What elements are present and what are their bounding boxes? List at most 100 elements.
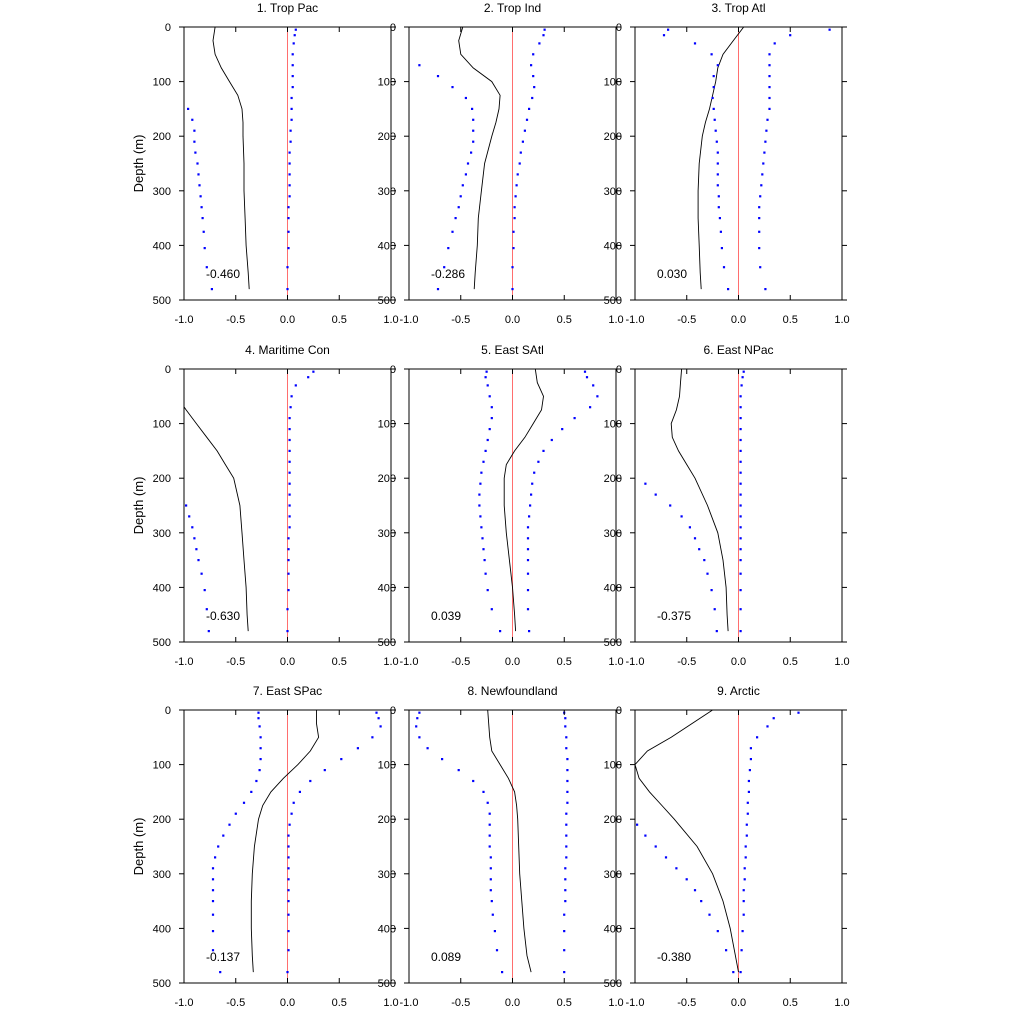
upper-bound-dot xyxy=(739,395,742,398)
lower-bound-dot xyxy=(493,930,496,933)
lower-bound-dot xyxy=(700,900,703,903)
upper-bound-dot xyxy=(745,834,748,837)
upper-bound-dot xyxy=(589,406,592,409)
x-tick-label: 0.0 xyxy=(731,314,746,326)
lower-bound-dot xyxy=(486,589,489,592)
lower-bound-dot xyxy=(710,589,713,592)
upper-bound-dot xyxy=(290,812,293,815)
y-tick-label: 0 xyxy=(616,705,622,717)
lower-bound-dot xyxy=(712,107,715,110)
upper-bound-dot xyxy=(564,867,567,870)
lower-bound-dot xyxy=(486,438,489,442)
lower-bound-dot xyxy=(491,913,494,916)
lower-bound-dot xyxy=(624,384,626,386)
upper-bound-dot xyxy=(740,384,743,387)
lower-bound-dot xyxy=(211,878,215,881)
upper-bound-dot xyxy=(758,217,761,220)
lower-bound-dot xyxy=(479,515,482,518)
upper-bound-dot xyxy=(289,129,292,132)
lower-bound-dot xyxy=(490,417,493,420)
lower-bound-dot xyxy=(173,472,175,474)
lower-bound-dot xyxy=(489,878,492,881)
lower-bound-dot xyxy=(193,140,196,143)
y-tick-label: 500 xyxy=(604,978,622,990)
upper-bound-dot xyxy=(768,75,771,78)
upper-bound-dot xyxy=(537,460,540,463)
y-tick-label: 0 xyxy=(616,364,622,376)
lower-bound-dot xyxy=(196,162,199,165)
plot-area xyxy=(662,27,831,300)
upper-bound-dot xyxy=(585,376,589,379)
lower-bound-dot xyxy=(173,395,175,397)
upper-bound-dot xyxy=(564,900,567,903)
upper-bound-dot xyxy=(292,801,295,804)
lower-bound-dot xyxy=(488,812,491,815)
upper-bound-dot xyxy=(514,195,517,198)
lower-bound-dot xyxy=(436,288,440,291)
upper-bound-dot xyxy=(768,86,771,89)
lower-bound-dot xyxy=(478,504,481,507)
correlation-value: -0.630 xyxy=(206,609,240,623)
lower-bound-dot xyxy=(732,971,735,974)
upper-bound-dot xyxy=(287,949,290,952)
x-tick-label: 1.0 xyxy=(834,314,849,326)
upper-bound-dot xyxy=(550,438,553,442)
upper-bound-dot xyxy=(526,608,530,611)
lower-bound-dot xyxy=(499,630,502,633)
lower-bound-dot xyxy=(716,64,719,67)
upper-bound-dot xyxy=(758,206,761,209)
upper-bound-dot xyxy=(525,118,529,121)
lower-bound-dot xyxy=(486,801,489,804)
lower-bound-dot xyxy=(185,504,188,507)
lower-bound-dot xyxy=(624,791,626,793)
upper-bound-dot xyxy=(512,230,515,233)
lower-bound-dot xyxy=(210,288,213,291)
lower-bound-dot xyxy=(188,515,191,518)
lower-bound-dot xyxy=(722,266,726,269)
upper-bound-dot xyxy=(513,206,516,209)
y-tick-label: 0 xyxy=(390,22,396,34)
upper-bound-dot xyxy=(739,548,742,551)
panel-title: 6. East NPac xyxy=(703,343,773,357)
upper-bound-dot xyxy=(511,266,514,269)
x-tick-label: -1.0 xyxy=(400,656,419,668)
upper-bound-dot xyxy=(291,53,294,56)
upper-bound-dot xyxy=(286,266,289,269)
x-tick-label: 0.5 xyxy=(332,314,347,326)
y-tick-label: 0 xyxy=(165,22,171,34)
upper-bound-dot xyxy=(287,878,290,881)
lower-bound-dot xyxy=(461,184,464,187)
upper-bound-dot xyxy=(739,460,742,463)
upper-bound-dot xyxy=(563,971,566,974)
y-tick-label: 100 xyxy=(153,760,171,772)
y-axis-label: Depth (m) xyxy=(131,477,146,535)
upper-bound-dot xyxy=(758,230,761,233)
profile-line xyxy=(635,710,739,973)
lower-bound-dot xyxy=(173,483,175,485)
upper-bound-dot xyxy=(749,758,752,761)
upper-bound-dot xyxy=(287,867,290,870)
upper-bound-dot xyxy=(744,856,747,859)
upper-bound-dot xyxy=(742,913,745,916)
upper-bound-dot xyxy=(340,758,343,761)
lower-bound-dot xyxy=(482,548,485,551)
lower-bound-dot xyxy=(200,572,203,575)
y-tick-label: 200 xyxy=(153,814,171,826)
panel-8: 8. Newfoundland -1.0 -0.5 0.0 0.5 1.0 0 100 200 3… xyxy=(378,684,624,1009)
lower-bound-dot xyxy=(173,75,175,77)
lower-bound-dot xyxy=(698,548,701,551)
lower-bound-dot xyxy=(480,526,483,529)
upper-bound-dot xyxy=(288,460,291,463)
upper-bound-dot xyxy=(286,630,289,633)
y-tick-label: 300 xyxy=(378,186,396,198)
lower-bound-dot xyxy=(662,34,666,37)
y-tick-label: 400 xyxy=(378,240,396,252)
lower-bound-dot xyxy=(173,53,175,55)
upper-bound-dot xyxy=(287,572,290,575)
lower-bound-dot xyxy=(443,266,446,269)
upper-bound-dot xyxy=(526,537,530,540)
lower-bound-dot xyxy=(173,450,175,452)
lower-bound-dot xyxy=(482,460,485,463)
lower-bound-dot xyxy=(472,779,475,783)
x-tick-label: 0.5 xyxy=(557,997,572,1009)
